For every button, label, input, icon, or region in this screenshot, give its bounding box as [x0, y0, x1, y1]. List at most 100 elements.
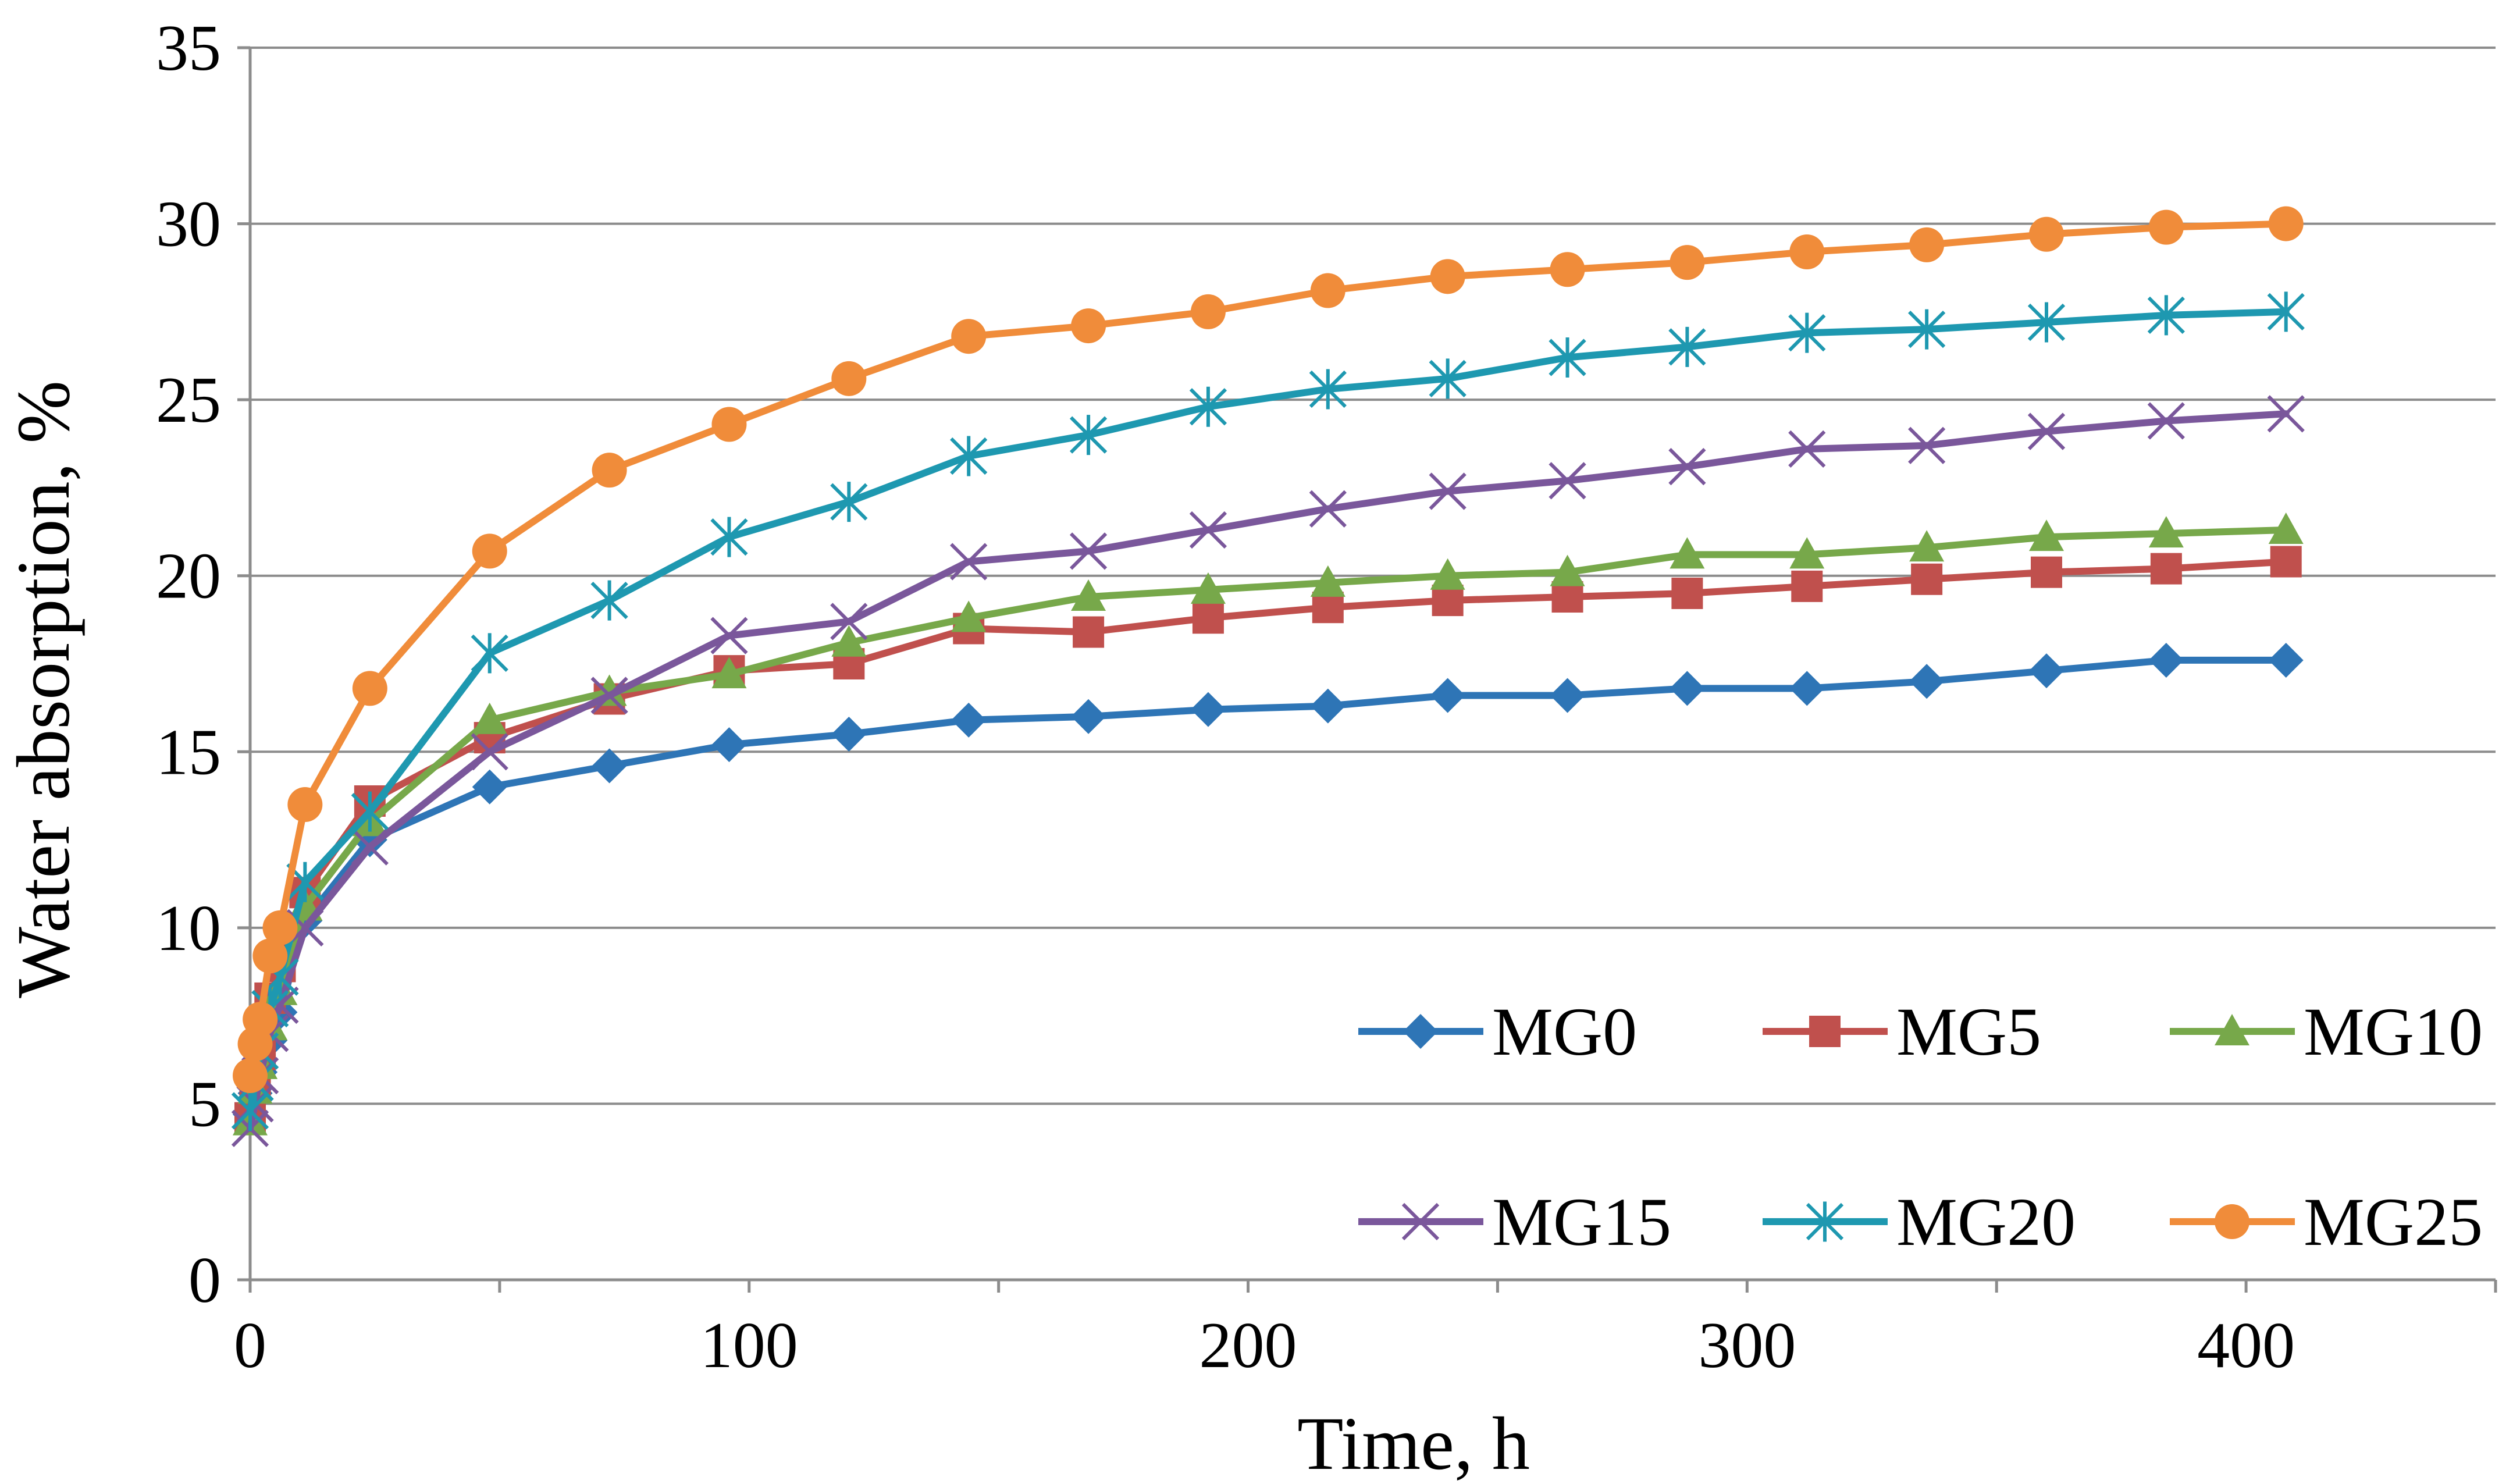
data-point-MG20	[471, 633, 508, 674]
data-point-MG10	[1909, 530, 1945, 562]
data-point-MG0	[1071, 699, 1106, 734]
x-tick-label: 300	[1698, 1309, 1796, 1382]
data-point-MG25	[711, 407, 747, 442]
y-tick-label: 25	[156, 364, 221, 436]
data-point-MG15	[2147, 402, 2185, 440]
data-point-MG20	[1429, 358, 1466, 399]
data-point-MG0	[831, 717, 867, 752]
legend-label: MG20	[1896, 1184, 2076, 1260]
legend-item-MG25: MG25	[2170, 1184, 2483, 1260]
data-point-MG25	[1190, 294, 1226, 329]
data-point-MG25	[2148, 209, 2184, 245]
x-tick-label: 400	[2197, 1309, 2295, 1382]
data-point-MG5	[1551, 581, 1583, 613]
data-point-MG20	[1668, 326, 1706, 367]
data-point-MG10	[711, 657, 747, 689]
data-point-MG5	[1192, 602, 1224, 634]
y-tick-label: 20	[156, 540, 221, 613]
y-tick-label: 0	[188, 1244, 221, 1316]
data-point-MG25	[1430, 259, 1465, 294]
data-point-MG15	[351, 828, 389, 866]
data-point-MG15	[1668, 447, 1706, 486]
data-point-MG20	[950, 436, 988, 476]
data-point-MG20	[830, 482, 868, 522]
data-point-MG25	[1550, 252, 1585, 287]
data-point-MG0	[1670, 671, 1705, 706]
data-point-MG20	[1549, 337, 1586, 378]
data-point-MG5	[2270, 546, 2302, 578]
y-tick-label: 10	[156, 892, 221, 965]
data-point-MG25	[831, 361, 867, 396]
data-point-MG25	[233, 1058, 268, 1094]
data-point-MG10	[1550, 554, 1585, 586]
data-point-MG5	[2150, 553, 2182, 585]
data-point-MG5	[1432, 585, 1464, 617]
data-point-MG15	[1549, 462, 1586, 500]
legend-label: MG25	[2304, 1184, 2483, 1260]
data-point-MG15	[710, 617, 748, 654]
y-tick-label: 5	[188, 1068, 221, 1140]
legend: MG0 MG5 MG10 MG15 MG20 MG25	[1358, 994, 2483, 1260]
data-point-MG15	[2027, 412, 2066, 450]
data-point-MG0	[2268, 642, 2304, 678]
y-axis-title: Water absorption, %	[2, 380, 86, 998]
legend-item-MG20: MG20	[1763, 1184, 2076, 1260]
data-point-MG15	[1069, 532, 1108, 570]
data-point-MG15	[1189, 511, 1227, 549]
data-point-MG20	[1309, 369, 1347, 410]
data-point-MG15	[1309, 490, 1347, 528]
legend-marker	[1401, 1202, 1440, 1241]
y-tick-labels: 0 5 10 15 20 25 30 35	[156, 12, 221, 1316]
data-point-MG20	[351, 791, 389, 832]
legend-marker	[2215, 1204, 2249, 1239]
series-MG20	[231, 291, 2305, 1131]
data-point-MG25	[2268, 206, 2304, 241]
data-point-MG20	[2027, 302, 2066, 343]
data-point-MG5	[1791, 570, 1823, 602]
series-lines	[231, 206, 2305, 1147]
data-point-MG10	[2268, 513, 2304, 545]
data-point-MG20	[2147, 295, 2185, 336]
data-point-MG15	[1429, 472, 1466, 510]
data-point-MG10	[951, 600, 987, 632]
data-point-MG20	[1788, 312, 1826, 353]
x-axis-title: Time, h	[1297, 1402, 1530, 1484]
data-point-MG0	[1430, 678, 1465, 713]
data-point-MG0	[1190, 692, 1226, 727]
data-point-MG0	[711, 727, 747, 763]
data-point-MG0	[2148, 642, 2184, 678]
data-point-MG10	[1310, 565, 1346, 597]
data-point-MG0	[1310, 688, 1346, 724]
data-point-MG25	[1071, 308, 1106, 344]
data-point-MG0	[1550, 678, 1585, 713]
x-tick-labels: 0 100 200 300 400	[234, 1309, 2295, 1382]
data-point-MG5	[1073, 616, 1105, 648]
x-tick-label: 100	[700, 1309, 798, 1382]
y-tick-label: 15	[156, 716, 221, 788]
legend-item-MG5: MG5	[1763, 994, 2041, 1070]
data-point-MG10	[1789, 537, 1825, 569]
data-point-MG25	[951, 319, 987, 354]
x-tick-label: 200	[1199, 1309, 1297, 1382]
data-point-MG20	[2267, 291, 2305, 332]
data-point-MG25	[243, 1002, 278, 1037]
legend-marker	[1403, 1014, 1438, 1049]
data-point-MG0	[1789, 671, 1825, 706]
data-point-MG25	[592, 453, 627, 488]
y-tick-label: 30	[156, 188, 221, 261]
data-point-MG25	[287, 787, 323, 823]
data-point-MG10	[2148, 516, 2184, 548]
data-point-MG0	[1909, 664, 1945, 699]
data-point-MG5	[1671, 577, 1703, 609]
data-point-MG0	[2029, 653, 2064, 689]
data-point-MG20	[1189, 386, 1227, 427]
data-point-MG20	[1908, 309, 1946, 350]
legend-item-MG10: MG10	[2170, 994, 2483, 1070]
data-point-MG10	[1071, 579, 1106, 611]
data-point-MG25	[472, 533, 507, 569]
data-point-MG15	[1788, 430, 1826, 468]
legend-marker	[1809, 1016, 1841, 1047]
data-point-MG25	[252, 938, 288, 974]
data-point-MG0	[951, 702, 987, 738]
